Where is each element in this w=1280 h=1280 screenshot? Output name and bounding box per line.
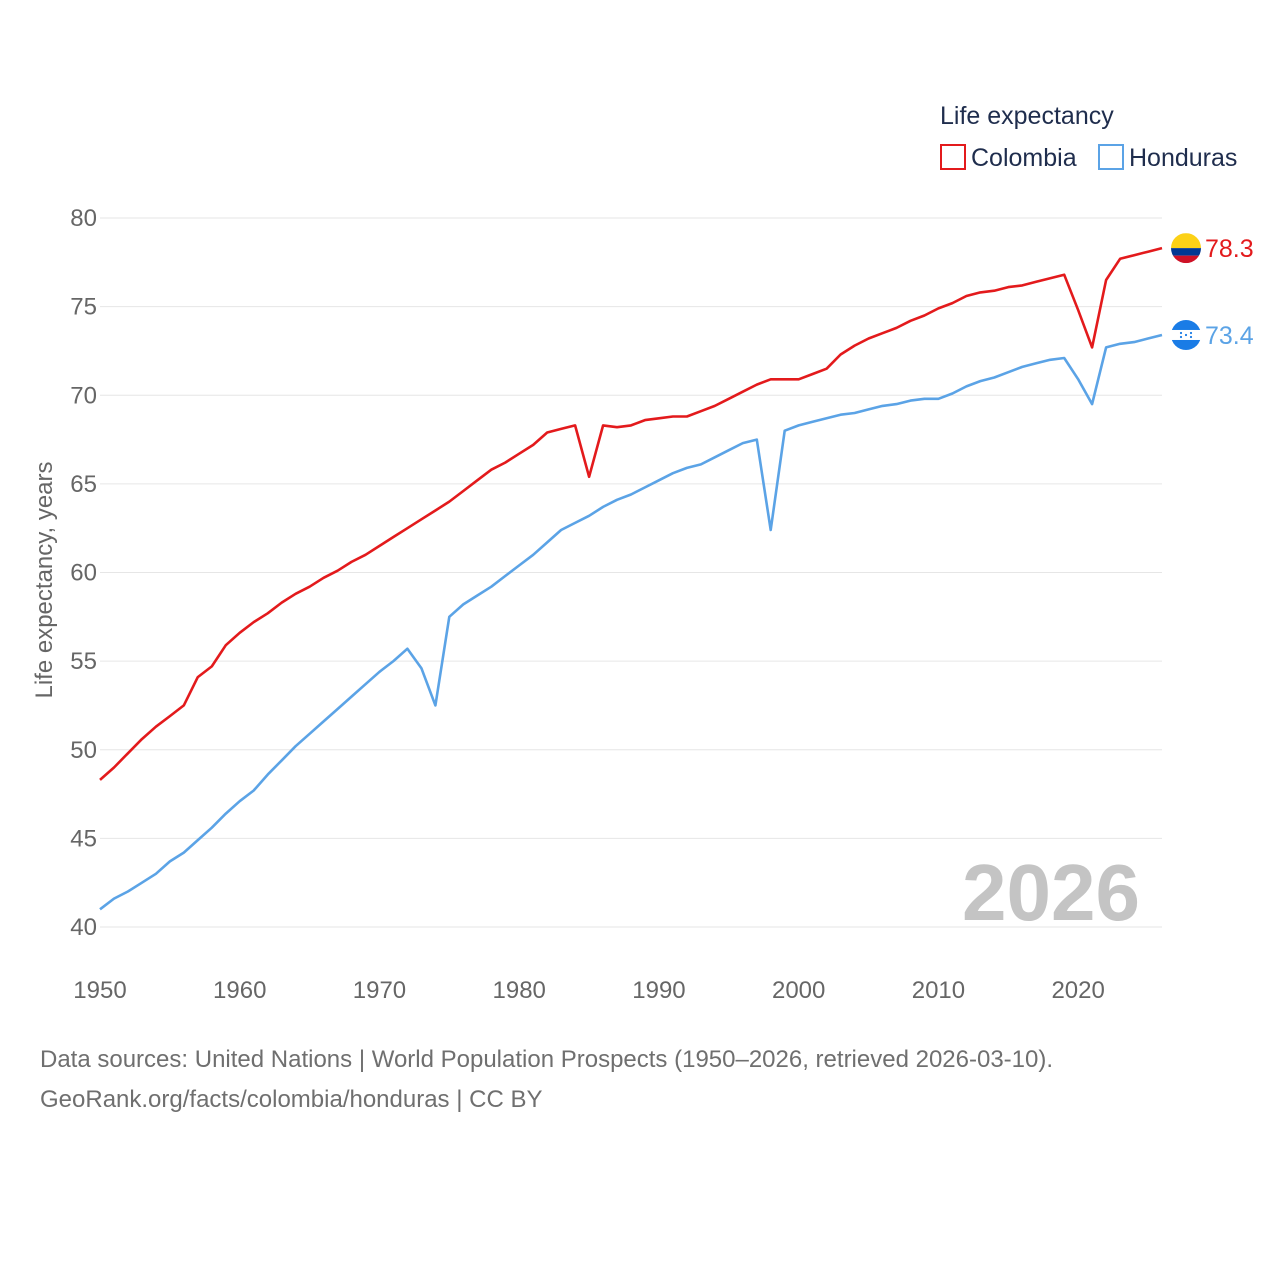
x-axis-ticks: 1950 1960 1970 1980 1990 2000 2010 2020 [73,977,1105,1004]
y-tick-label: 45 [70,825,97,852]
y-axis-ticks: 40 45 50 55 60 65 70 75 80 [70,205,97,941]
end-markers: 78.3 73.4 [1171,233,1254,350]
y-tick-label: 75 [70,294,97,321]
footer-credit: GeoRank.org/facts/colombia/honduras | CC… [40,1086,543,1113]
y-tick-label: 60 [70,560,97,587]
y-tick-label: 65 [70,471,97,498]
y-tick-label: 50 [70,737,97,764]
x-tick-label: 1970 [353,977,406,1004]
legend-title: Life expectancy [940,102,1114,130]
y-tick-label: 80 [70,205,97,232]
x-tick-label: 1950 [73,977,126,1004]
x-tick-label: 2020 [1051,977,1104,1004]
x-tick-label: 1990 [632,977,685,1004]
y-tick-label: 55 [70,648,97,675]
legend-label-colombia[interactable]: Colombia [971,144,1077,172]
gridlines [100,217,1162,928]
series-line-colombia[interactable] [99,246,1163,781]
x-tick-label: 1960 [213,977,266,1004]
legend: Life expectancy Colombia Honduras [940,102,1237,172]
x-tick-label: 1980 [493,977,546,1004]
honduras-flag-icon [1171,319,1201,350]
series-lines [99,246,1163,911]
x-tick-label: 2010 [912,977,965,1004]
legend-swatch-honduras[interactable] [1098,144,1124,170]
legend-swatch-colombia[interactable] [940,144,966,170]
colombia-flag-icon [1171,233,1201,264]
line-chart: 40 45 50 55 60 65 70 75 80 1950 1960 1970 1980 1990 2… [31,102,1254,1004]
y-tick-label: 40 [70,914,97,941]
year-watermark: 2026 [962,848,1140,937]
y-tick-label: 70 [70,382,97,409]
end-value-colombia: 78.3 [1205,235,1254,263]
footer-sources: Data sources: United Nations | World Pop… [40,1046,1054,1073]
series-line-honduras[interactable] [99,333,1163,911]
y-axis-label: Life expectancy, years [31,461,58,698]
x-tick-label: 2000 [772,977,825,1004]
legend-label-honduras[interactable]: Honduras [1129,144,1237,172]
end-value-honduras: 73.4 [1205,322,1254,350]
